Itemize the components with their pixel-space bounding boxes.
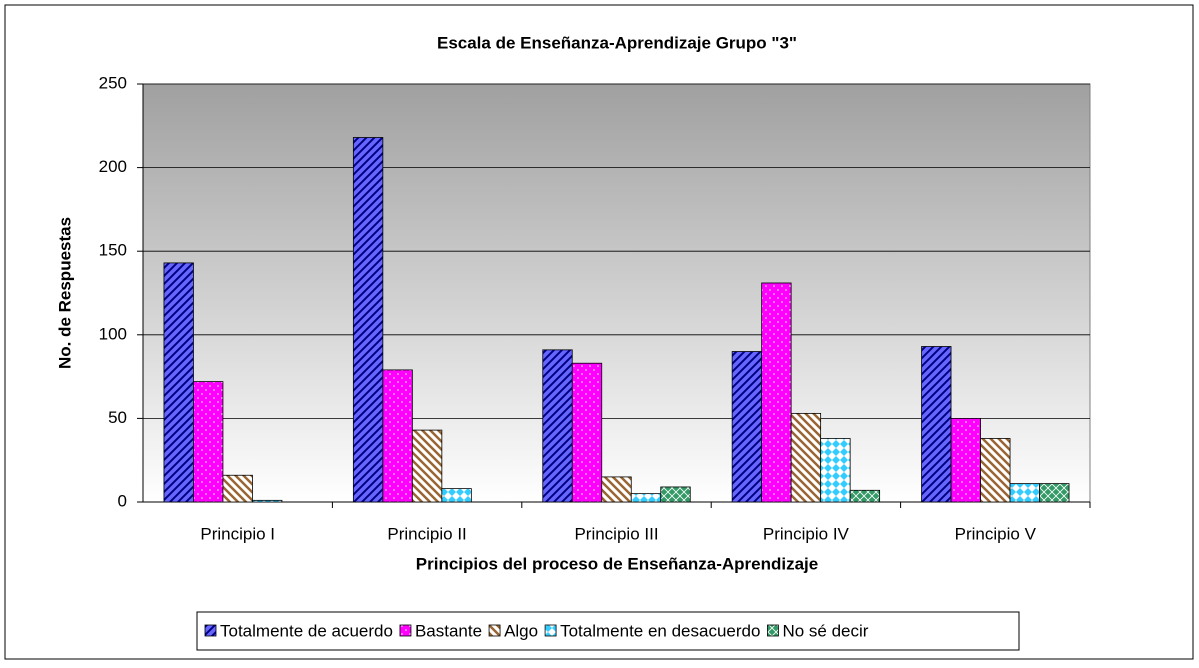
bar xyxy=(660,486,691,503)
bar xyxy=(790,412,822,503)
legend-swatch xyxy=(488,624,501,637)
bar xyxy=(193,381,224,503)
legend-label: No sé decir xyxy=(782,621,868,640)
y-tick-label: 100 xyxy=(99,324,127,343)
bar xyxy=(950,417,981,503)
bar xyxy=(411,429,443,503)
legend-label: Bastante xyxy=(415,621,482,640)
bar xyxy=(441,488,472,503)
legend-label: Algo xyxy=(504,621,538,640)
bar xyxy=(222,474,253,503)
legend-label: Totalmente de acuerdo xyxy=(220,621,393,640)
y-tick-label: 150 xyxy=(99,241,127,260)
y-axis-title: No. de Respuestas xyxy=(55,217,74,369)
x-tick-label: Principio II xyxy=(387,524,466,543)
bar xyxy=(849,489,881,503)
legend-box xyxy=(196,611,1020,651)
bar xyxy=(163,262,194,503)
x-tick-label: Principio III xyxy=(574,524,658,543)
bar xyxy=(761,282,792,503)
bar xyxy=(1039,483,1070,503)
bar xyxy=(1009,483,1040,503)
chart-title: Escala de Enseñanza-Aprendizaje Grupo "3… xyxy=(437,33,797,52)
y-tick-label: 250 xyxy=(99,73,127,92)
legend-swatch xyxy=(204,624,217,637)
y-tick-label: 0 xyxy=(118,491,127,510)
bar xyxy=(571,362,603,503)
legend-swatch xyxy=(399,624,412,637)
bar xyxy=(382,369,413,503)
bar xyxy=(630,493,662,503)
x-tick-label: Principio I xyxy=(200,524,275,543)
legend-swatch xyxy=(544,624,557,637)
bar xyxy=(601,476,632,503)
bar xyxy=(731,351,763,503)
x-tick-label: Principio V xyxy=(955,524,1037,543)
x-tick-label: Principio IV xyxy=(763,524,850,543)
bar xyxy=(542,349,573,503)
bar xyxy=(352,137,384,503)
legend-label: Totalmente en desacuerdo xyxy=(560,621,760,640)
bar xyxy=(921,346,952,503)
y-tick-label: 200 xyxy=(99,157,127,176)
x-axis-title: Principios del proceso de Enseñanza-Apre… xyxy=(416,554,818,573)
bar xyxy=(980,438,1011,503)
bar xyxy=(252,499,283,503)
bar xyxy=(820,438,851,503)
legend-swatch xyxy=(767,624,779,637)
y-tick-label: 50 xyxy=(108,408,127,427)
